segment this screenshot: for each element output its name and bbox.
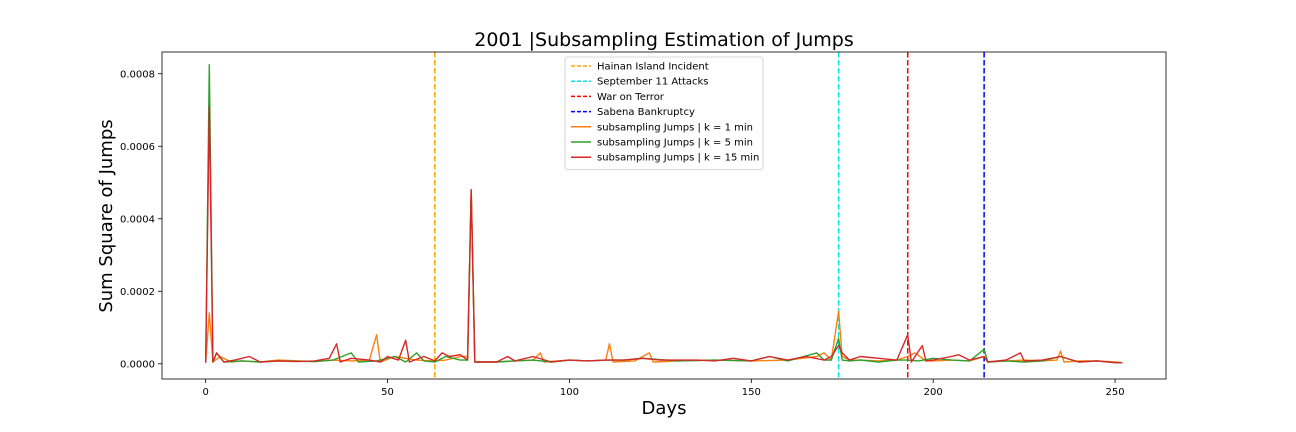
x-tick-label: 100: [560, 387, 579, 398]
series-line-2: [205, 105, 1123, 364]
y-axis: 0.0000 0.0002 0.0004 0.0006 0.0008: [120, 69, 162, 370]
x-tick-label: 200: [924, 387, 943, 398]
legend-label: subsampling Jumps | k = 1 min: [597, 122, 753, 133]
legend-label: War on Terror: [597, 92, 665, 103]
y-tick-label: 0.0008: [120, 69, 155, 80]
y-tick-label: 0.0000: [120, 359, 155, 370]
x-axis: 0 50 100 150 200 250: [202, 379, 1125, 398]
legend-label: subsampling Jumps | k = 15 min: [597, 153, 759, 164]
legend: Hainan Island Incident September 11 Attac…: [564, 56, 764, 170]
x-tick-label: 250: [1106, 387, 1125, 398]
plot-frame: [161, 51, 1167, 380]
legend-box: [564, 56, 764, 170]
x-axis-label: Days: [642, 398, 687, 419]
legend-label: Sabena Bankruptcy: [597, 107, 695, 118]
y-tick-label: 0.0004: [120, 214, 155, 225]
x-tick-label: 0: [202, 387, 208, 398]
legend-label: subsampling Jumps | k = 5 min: [597, 138, 753, 149]
legend-label: September 11 Attacks: [597, 77, 709, 88]
x-tick-label: 150: [742, 387, 761, 398]
y-tick-label: 0.0002: [120, 287, 155, 298]
y-tick-label: 0.0006: [120, 142, 155, 153]
plot-area: [161, 51, 1167, 380]
y-axis-label: Sum Square of Jumps: [96, 119, 117, 312]
chart-title: 2001 |Subsampling Estimation of Jumps: [474, 29, 853, 51]
x-tick-label: 50: [381, 387, 394, 398]
legend-label: Hainan Island Incident: [597, 62, 709, 73]
